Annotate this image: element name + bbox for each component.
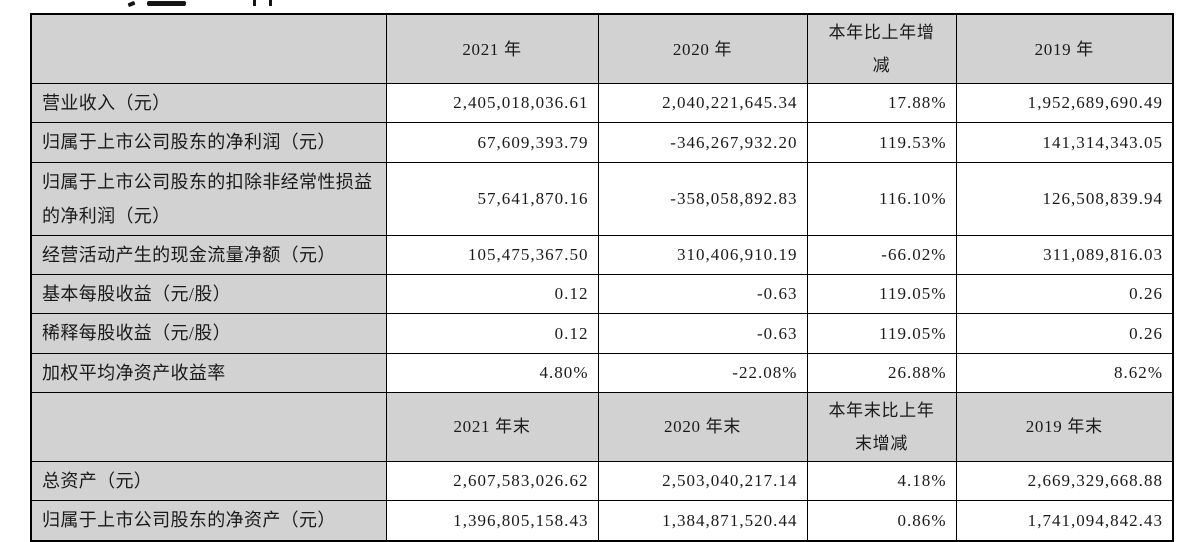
change-cell: -66.02% <box>806 235 957 276</box>
value-cell-2021: 2,405,018,036.61 <box>385 83 599 124</box>
table-row-net-profit: 归属于上市公司股东的净利润（元） 67,609,393.79 -346,267,… <box>30 122 1174 163</box>
value-cell-2021: 0.12 <box>385 313 599 354</box>
value-cell-2020: -358,058,892.83 <box>597 161 808 237</box>
change-cell: 119.53% <box>806 122 957 163</box>
table-row-operating-cash-flow: 经营活动产生的现金流量净额（元） 105,475,367.50 310,406,… <box>30 235 1174 276</box>
value-cell-2019: 141,314,343.05 <box>955 122 1174 163</box>
row-label-cell: 归属于上市公司股东的扣除非经常性损益的净利润（元） <box>30 161 387 237</box>
col-header-2021-end: 2021 年末 <box>385 391 599 463</box>
col-header-year-end-change: 本年末比上年 末增减 <box>806 391 957 463</box>
change-cell: 26.88% <box>806 352 957 393</box>
value-cell-2020: -346,267,932.20 <box>597 122 808 163</box>
change-cell: 119.05% <box>806 274 957 315</box>
value-cell-2020: 2,040,221,645.34 <box>597 83 808 124</box>
value-cell-2020: 1,384,871,520.44 <box>597 500 808 542</box>
clipped-glyph-mark <box>127 0 136 8</box>
change-cell: 0.86% <box>806 500 957 542</box>
value-cell-2021: 1,396,805,158.43 <box>385 500 599 542</box>
clipped-glyph-mark <box>253 0 256 6</box>
col-header-2020: 2020 年 <box>597 13 808 85</box>
header-row-annual: 2021 年 2020 年 本年比上年增 减 2019 年 <box>30 13 1174 85</box>
change-cell: 17.88% <box>806 83 957 124</box>
value-cell-2021: 67,609,393.79 <box>385 122 599 163</box>
row-label-cell: 稀释每股收益（元/股） <box>30 313 387 354</box>
value-cell-2019: 1,952,689,690.49 <box>955 83 1174 124</box>
clipped-glyph-mark <box>147 1 186 6</box>
table-row-basic-eps: 基本每股收益（元/股） 0.12 -0.63 119.05% 0.26 <box>30 274 1174 315</box>
value-cell-2019: 1,741,094,842.43 <box>955 500 1174 542</box>
row-label-cell: 加权平均净资产收益率 <box>30 352 387 393</box>
value-cell-2021: 4.80% <box>385 352 599 393</box>
col-header-2021: 2021 年 <box>385 13 599 85</box>
table-row-total-assets: 总资产（元） 2,607,583,026.62 2,503,040,217.14… <box>30 461 1174 502</box>
table-row-net-assets: 归属于上市公司股东的净资产（元） 1,396,805,158.43 1,384,… <box>30 500 1174 542</box>
value-cell-2019: 311,089,816.03 <box>955 235 1174 276</box>
value-cell-2019: 0.26 <box>955 313 1174 354</box>
col-header-2019-end: 2019 年末 <box>955 391 1174 463</box>
value-cell-2021: 2,607,583,026.62 <box>385 461 599 502</box>
value-cell-2020: -0.63 <box>597 274 808 315</box>
col-header-2019: 2019 年 <box>955 13 1174 85</box>
change-cell: 119.05% <box>806 313 957 354</box>
header-row-year-end: 2021 年末 2020 年末 本年末比上年 末增减 2019 年末 <box>30 391 1174 463</box>
corner-cell <box>30 391 387 463</box>
value-cell-2021: 105,475,367.50 <box>385 235 599 276</box>
row-label-cell: 归属于上市公司股东的净资产（元） <box>30 500 387 542</box>
table-row-diluted-eps: 稀释每股收益（元/股） 0.12 -0.63 119.05% 0.26 <box>30 313 1174 354</box>
value-cell-2021: 57,641,870.16 <box>385 161 599 237</box>
report-page: { "colors": { "header_bg": "#d2d2d2", "l… <box>30 0 1174 542</box>
row-label-cell: 营业收入（元） <box>30 83 387 124</box>
value-cell-2019: 126,508,839.94 <box>955 161 1174 237</box>
clipped-glyph-mark <box>269 0 272 6</box>
change-cell: 4.18% <box>806 461 957 502</box>
col-header-2020-end: 2020 年末 <box>597 391 808 463</box>
value-cell-2020: 310,406,910.19 <box>597 235 808 276</box>
corner-cell <box>30 13 387 85</box>
row-label-cell: 基本每股收益（元/股） <box>30 274 387 315</box>
financial-indicators-table: 2021 年 2020 年 本年比上年增 减 2019 年 营业收入（元） 2,… <box>30 13 1174 542</box>
value-cell-2020: 2,503,040,217.14 <box>597 461 808 502</box>
row-label-cell: 总资产（元） <box>30 461 387 502</box>
table-row-operating-revenue: 营业收入（元） 2,405,018,036.61 2,040,221,645.3… <box>30 83 1174 124</box>
value-cell-2019: 8.62% <box>955 352 1174 393</box>
value-cell-2021: 0.12 <box>385 274 599 315</box>
value-cell-2020: -0.63 <box>597 313 808 354</box>
col-header-yoy-change: 本年比上年增 减 <box>806 13 957 85</box>
table-row-weighted-avg-roe: 加权平均净资产收益率 4.80% -22.08% 26.88% 8.62% <box>30 352 1174 393</box>
row-label-cell: 归属于上市公司股东的净利润（元） <box>30 122 387 163</box>
change-cell: 116.10% <box>806 161 957 237</box>
value-cell-2019: 2,669,329,668.88 <box>955 461 1174 502</box>
table-row-net-profit-excl-nonrecurring: 归属于上市公司股东的扣除非经常性损益的净利润（元） 57,641,870.16 … <box>30 161 1174 237</box>
value-cell-2019: 0.26 <box>955 274 1174 315</box>
value-cell-2020: -22.08% <box>597 352 808 393</box>
row-label-cell: 经营活动产生的现金流量净额（元） <box>30 235 387 276</box>
